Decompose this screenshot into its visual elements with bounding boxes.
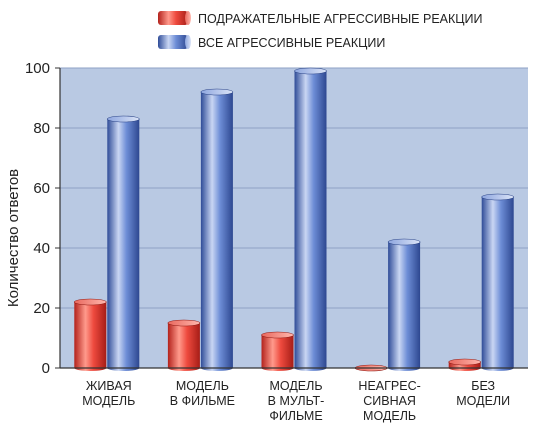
- x-tick-label-line: СИВНАЯ: [363, 394, 416, 408]
- x-tick-label-line: МОДЕЛЬ: [82, 394, 135, 408]
- x-tick-label: ЖИВАЯ МОДЕЛЬ: [82, 379, 135, 408]
- bar: [107, 115, 140, 371]
- x-tick-label: МОДЕЛЬ В МУЛЬТ-ФИЛЬМЕ: [268, 379, 325, 423]
- y-tick-label: 100: [25, 60, 50, 77]
- y-tick-label: 20: [33, 300, 50, 317]
- bar-body: [294, 71, 327, 368]
- bar-top: [481, 193, 515, 201]
- bar: [481, 193, 515, 371]
- x-tick-label-line: В ФИЛЬМЕ: [170, 394, 235, 408]
- bar-top: [200, 88, 234, 96]
- legend-item: ПОДРАЖАТЕЛЬНЫЕ АГРЕССИВНЫЕ РЕАКЦИИ: [158, 11, 483, 26]
- bar-body: [107, 119, 140, 368]
- bar: [74, 298, 107, 371]
- bar: [200, 88, 234, 371]
- bar-top: [294, 67, 327, 75]
- x-tick-label: БЕЗ МОДЕЛИ: [456, 379, 510, 408]
- bar-top: [74, 298, 107, 306]
- bar: [387, 238, 421, 371]
- legend-swatch-cap: [185, 11, 191, 25]
- bar: [448, 358, 482, 371]
- bar-body: [481, 197, 514, 368]
- y-tick-label: 80: [33, 120, 50, 137]
- bar-top: [107, 115, 140, 123]
- bar-top: [387, 238, 421, 246]
- x-tick-label-line: МОДЕЛЬ: [363, 409, 416, 423]
- y-axis-label: Количество ответов: [5, 169, 22, 307]
- x-tick-label-line: МОДЕЛИ: [456, 394, 510, 408]
- x-tick-label: НЕАГРЕС-СИВНАЯ МОДЕЛЬ: [358, 379, 420, 423]
- bar-body: [200, 92, 233, 368]
- bar-top: [167, 319, 201, 327]
- x-tick-label-line: НЕАГРЕС-: [358, 379, 420, 393]
- legend: ПОДРАЖАТЕЛЬНЫЕ АГРЕССИВНЫЕ РЕАКЦИИ ВСЕ АГ…: [158, 11, 483, 50]
- y-tick-label: 0: [42, 360, 50, 377]
- x-tick-label-line: ЖИВАЯ: [86, 379, 132, 393]
- x-tick-label-line: МОДЕЛЬ: [269, 379, 322, 393]
- y-tick-label: 60: [33, 180, 50, 197]
- legend-swatch: [158, 35, 188, 49]
- bar: [167, 319, 201, 371]
- legend-label: ВСЕ АГРЕССИВНЫЕ РЕАКЦИИ: [198, 36, 385, 50]
- legend-swatch: [158, 11, 188, 25]
- legend-swatch-cap: [185, 35, 191, 49]
- x-tick-label-line: БЕЗ: [471, 379, 495, 393]
- x-tick-label-line: МОДЕЛЬ: [176, 379, 229, 393]
- x-tick-label: МОДЕЛЬ В ФИЛЬМЕ: [170, 379, 235, 408]
- bar-body: [74, 302, 107, 368]
- bar-top: [261, 331, 294, 339]
- bar-body: [261, 335, 294, 368]
- legend-label: ПОДРАЖАТЕЛЬНЫЕ АГРЕССИВНЫЕ РЕАКЦИИ: [198, 12, 483, 26]
- x-tick-label-line: ФИЛЬМЕ: [269, 409, 322, 423]
- bar-body: [388, 242, 421, 368]
- bars: [74, 67, 515, 372]
- y-tick-label: 40: [33, 240, 50, 257]
- bar-body: [167, 323, 200, 368]
- bar-top: [448, 358, 482, 366]
- bar: [294, 67, 327, 371]
- bar: [261, 331, 294, 371]
- x-tick-label-line: В МУЛЬТ-: [268, 394, 325, 408]
- legend-item: ВСЕ АГРЕССИВНЫЕ РЕАКЦИИ: [158, 35, 385, 50]
